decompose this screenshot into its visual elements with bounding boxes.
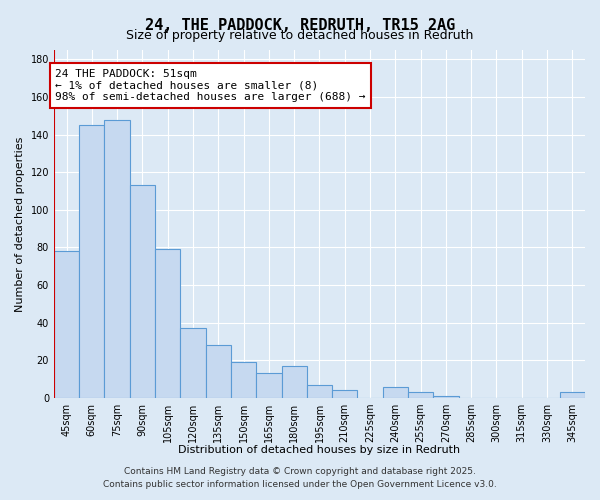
- Bar: [433, 396, 458, 398]
- Bar: [256, 374, 281, 398]
- Text: Size of property relative to detached houses in Redruth: Size of property relative to detached ho…: [127, 29, 473, 42]
- Bar: [79, 125, 104, 398]
- X-axis label: Distribution of detached houses by size in Redruth: Distribution of detached houses by size …: [178, 445, 461, 455]
- Text: Contains HM Land Registry data © Crown copyright and database right 2025.
Contai: Contains HM Land Registry data © Crown c…: [103, 468, 497, 489]
- Bar: [181, 328, 206, 398]
- Bar: [155, 250, 181, 398]
- Text: 24 THE PADDOCK: 51sqm
← 1% of detached houses are smaller (8)
98% of semi-detach: 24 THE PADDOCK: 51sqm ← 1% of detached h…: [55, 69, 365, 102]
- Bar: [231, 362, 256, 398]
- Bar: [206, 345, 231, 398]
- Bar: [332, 390, 358, 398]
- Bar: [383, 386, 408, 398]
- Bar: [104, 120, 130, 398]
- Y-axis label: Number of detached properties: Number of detached properties: [15, 136, 25, 312]
- Bar: [54, 251, 79, 398]
- Bar: [307, 384, 332, 398]
- Bar: [560, 392, 585, 398]
- Text: 24, THE PADDOCK, REDRUTH, TR15 2AG: 24, THE PADDOCK, REDRUTH, TR15 2AG: [145, 18, 455, 32]
- Bar: [408, 392, 433, 398]
- Bar: [281, 366, 307, 398]
- Bar: [130, 186, 155, 398]
